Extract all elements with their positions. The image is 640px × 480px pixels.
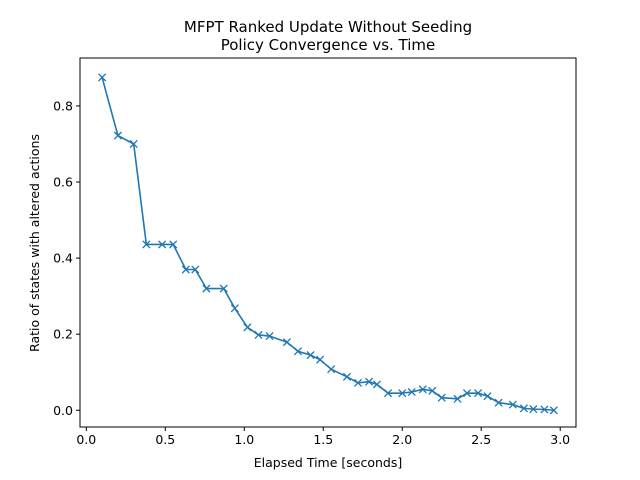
data-point-marker	[342, 372, 352, 381]
y-tick-label: 0.8	[53, 98, 73, 113]
y-axis-label: Ratio of states with altered actions	[27, 134, 42, 352]
x-axis-ticks: 0.0 0.5 1.0 1.5 2.0 2.5 3.0	[76, 427, 570, 447]
data-point-marker	[265, 332, 274, 341]
x-tick-label: 0.0	[76, 432, 96, 447]
data-point-marker	[437, 393, 446, 402]
data-point-marker	[372, 380, 382, 389]
data-point-marker	[191, 265, 200, 274]
data-point-marker	[508, 400, 517, 409]
data-point-marker	[519, 404, 528, 413]
data-point-marker	[129, 139, 138, 149]
data-point-marker	[407, 387, 416, 397]
data-point-marker	[230, 304, 239, 313]
data-point-marker	[254, 330, 263, 339]
data-point-marker	[453, 394, 462, 403]
data-point-marker	[494, 398, 503, 407]
x-axis-label: Elapsed Time [seconds]	[254, 455, 403, 470]
x-tick-label: 0.5	[155, 432, 175, 447]
data-point-marker	[353, 378, 363, 387]
chart-subtitle: Policy Convergence vs. Time	[221, 36, 436, 54]
data-point-marker	[474, 389, 483, 398]
x-tick-label: 2.5	[471, 432, 491, 447]
y-tick-label: 0.6	[53, 175, 73, 190]
data-point-marker	[98, 73, 107, 82]
series-line	[101, 77, 554, 412]
data-point-marker	[169, 240, 178, 249]
data-point-marker	[293, 347, 303, 356]
data-point-marker	[540, 405, 549, 414]
data-point-marker	[365, 377, 374, 386]
data-point-marker	[202, 284, 211, 293]
data-point-marker	[181, 265, 190, 274]
data-point-marker	[282, 338, 291, 347]
data-point-marker	[327, 365, 336, 374]
data-point-marker	[383, 389, 393, 398]
data-point-marker	[483, 392, 492, 401]
x-tick-label: 1.5	[313, 432, 333, 447]
data-point-marker	[142, 240, 151, 249]
data-point-marker	[418, 385, 427, 394]
data-point-marker	[219, 284, 228, 293]
y-axis-ticks: 0.0 0.2 0.4 0.6 0.8	[53, 98, 80, 418]
x-tick-label: 1.0	[234, 432, 254, 447]
data-point-marker	[428, 386, 437, 395]
data-point-marker	[113, 131, 122, 140]
plot-frame	[79, 57, 577, 428]
chart-title: MFPT Ranked Update Without Seeding	[184, 18, 472, 36]
y-tick-label: 0.4	[53, 251, 73, 266]
data-point-marker	[243, 323, 252, 332]
data-point-marker	[158, 240, 167, 249]
data-point-marker	[398, 389, 407, 398]
data-point-marker	[549, 406, 558, 415]
data-point-marker	[529, 405, 538, 414]
data-point-marker	[316, 355, 325, 364]
x-tick-label: 2.0	[392, 432, 412, 447]
data-series	[98, 73, 558, 415]
data-point-marker	[306, 351, 315, 360]
y-tick-label: 0.0	[53, 403, 73, 418]
x-tick-label: 3.0	[550, 432, 570, 447]
data-point-marker	[462, 389, 472, 398]
y-tick-label: 0.2	[53, 327, 73, 342]
